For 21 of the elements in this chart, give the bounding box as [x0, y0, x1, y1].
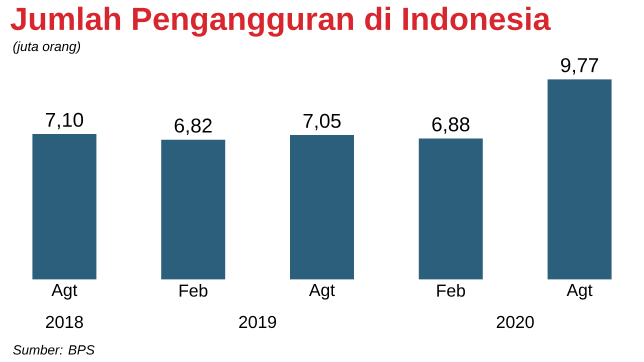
x-tick-label: Agt: [51, 284, 78, 300]
bar: [161, 140, 226, 280]
x-tick-label: Agt: [309, 284, 335, 300]
data-label: 9,77: [561, 58, 598, 75]
x-tick-label: Feb: [180, 284, 208, 297]
bar: [548, 79, 612, 280]
x-tick-label: Agt: [566, 284, 592, 300]
bar: [418, 138, 483, 280]
text: 2019: [239, 316, 276, 328]
data-label: 6,88: [432, 117, 470, 134]
text: 2018: [46, 316, 83, 328]
data-label: 7,10: [46, 112, 84, 130]
x-tick-label: Feb: [437, 284, 465, 297]
text: Sumber: BPS: [13, 344, 95, 355]
chart-title: Jumlah Pengangguran di Indonesia: [10, 6, 551, 37]
bar: [32, 134, 96, 280]
text: 2020: [496, 316, 534, 328]
bar: [290, 135, 354, 280]
chart-subtitle: (juta orang): [13, 41, 80, 54]
data-label: 6,82: [174, 118, 212, 136]
data-label: 7,05: [304, 114, 341, 130]
